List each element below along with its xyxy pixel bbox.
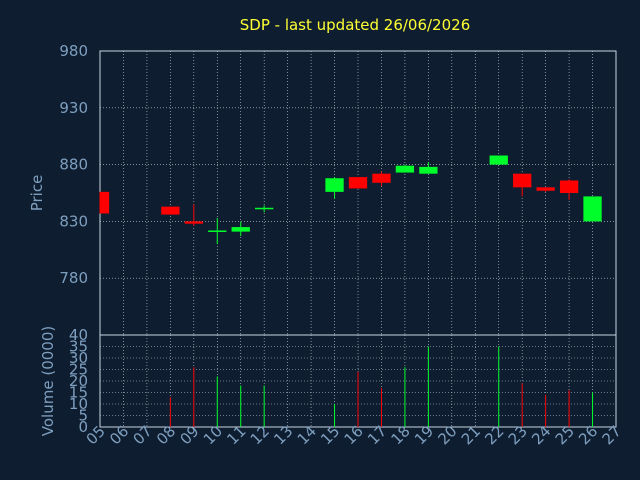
price-tick-label: 930 <box>59 99 88 117</box>
x-tick-label: 14 <box>294 422 320 448</box>
x-tick-label: 11 <box>223 422 249 448</box>
candle-body <box>100 191 110 214</box>
candle-body <box>489 155 508 165</box>
volume-tick-label: 5 <box>78 407 88 425</box>
x-axis-ticks: 0506070809101112131415161718192021222324… <box>83 422 625 448</box>
candle-body <box>395 165 415 173</box>
candle-body <box>372 173 391 183</box>
candle-body <box>184 221 203 224</box>
x-tick-label: 06 <box>106 422 132 448</box>
x-tick-label: 24 <box>528 422 554 448</box>
volume-tick-label: 25 <box>69 361 88 379</box>
volume-tick-label: 0 <box>78 418 88 436</box>
x-tick-label: 22 <box>481 422 507 448</box>
x-tick-label: 16 <box>341 422 367 448</box>
x-tick-label: 12 <box>247 422 273 448</box>
x-tick-label: 20 <box>434 422 460 448</box>
candle-body <box>348 177 368 189</box>
price-grid <box>100 50 616 335</box>
x-tick-label: 19 <box>411 422 437 448</box>
candle-body <box>419 166 438 174</box>
x-tick-label: 08 <box>153 422 179 448</box>
volume-bars <box>169 346 594 427</box>
candle-body <box>255 207 274 210</box>
price-candles <box>99 155 602 245</box>
x-tick-label: 23 <box>505 422 531 448</box>
price-tick-label: 980 <box>59 42 88 60</box>
x-tick-label: 15 <box>317 422 343 448</box>
candle-body <box>513 173 532 188</box>
x-tick-label: 17 <box>364 422 390 448</box>
volume-tick-label: 15 <box>69 384 88 402</box>
x-tick-label: 18 <box>388 422 414 448</box>
price-tick-label: 780 <box>59 269 88 287</box>
price-tick-label: 830 <box>59 212 88 230</box>
candle-body <box>536 187 555 191</box>
volume-axis-label: Volume (0000) <box>39 326 57 436</box>
price-y-ticks: 780 830 880 930 980 <box>59 42 88 287</box>
price-panel: 780 830 880 930 980 Price <box>28 42 617 336</box>
candle-body <box>208 230 227 232</box>
x-tick-label: 13 <box>270 422 296 448</box>
candle-body <box>559 180 579 193</box>
candle-body <box>231 227 250 232</box>
x-tick-label: 10 <box>200 422 226 448</box>
x-tick-label: 09 <box>176 422 202 448</box>
x-tick-label: 27 <box>599 422 625 448</box>
candle-body <box>325 178 344 192</box>
x-axis-label: Day <box>334 459 362 475</box>
chart-title: SDP - last updated 26/06/2026 <box>240 16 471 34</box>
price-axis-label: Price <box>28 175 46 212</box>
volume-tick-label: 30 <box>69 349 88 367</box>
candle-body <box>161 206 180 215</box>
price-tick-label: 880 <box>59 156 88 174</box>
volume-tick-label: 40 <box>69 326 88 344</box>
volume-tick-label: 20 <box>69 372 88 390</box>
volume-tick-label: 10 <box>69 395 88 413</box>
candle-body <box>583 196 602 222</box>
volume-tick-label: 35 <box>69 338 88 356</box>
x-tick-label: 25 <box>552 422 578 448</box>
x-tick-label: 21 <box>458 422 484 448</box>
x-tick-label: 07 <box>130 422 156 448</box>
x-tick-label: 26 <box>575 422 601 448</box>
